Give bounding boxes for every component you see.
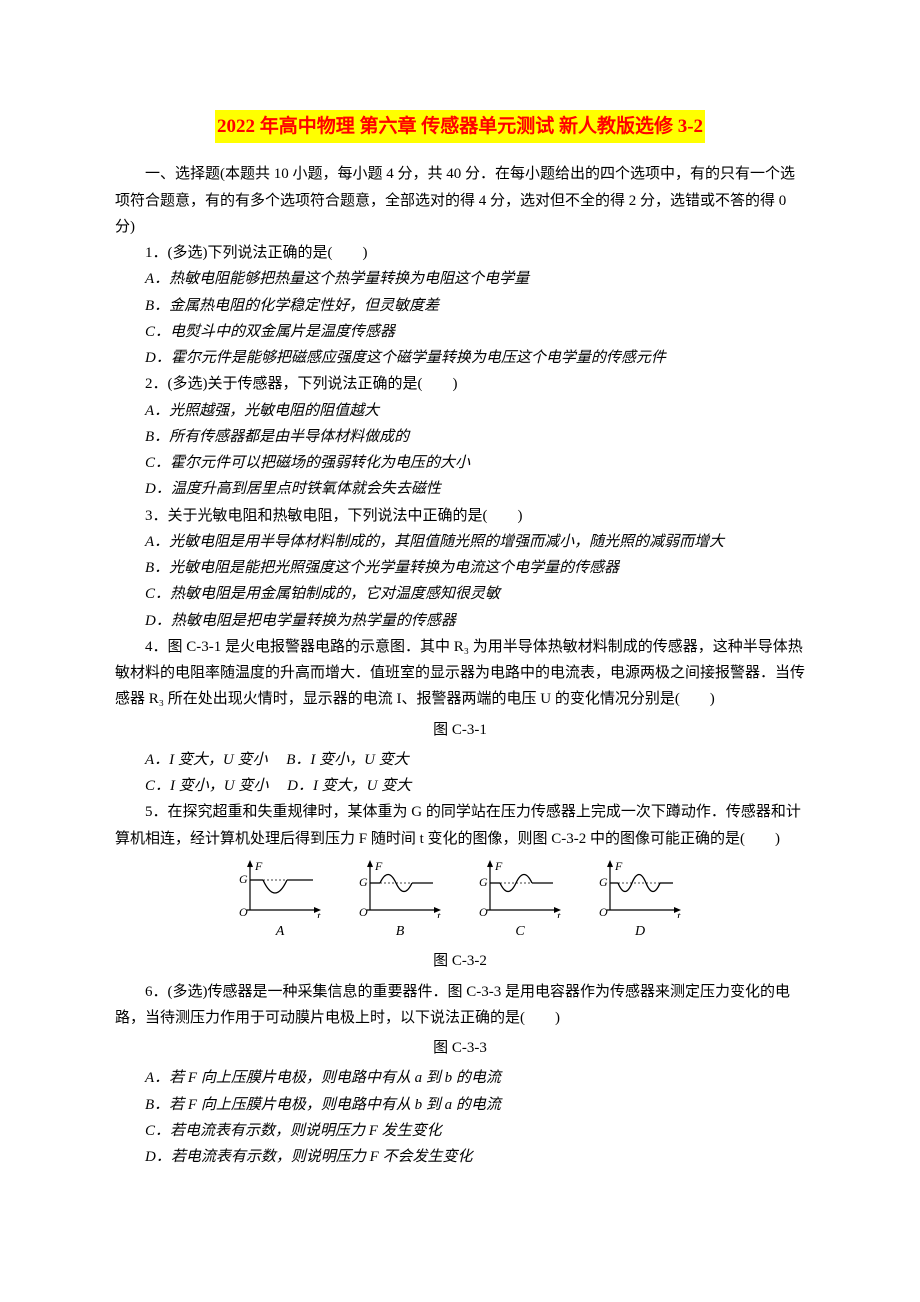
section-intro: 一、选择题(本题共 10 小题，每小题 4 分，共 40 分．在每小题给出的四个… <box>115 161 805 240</box>
q2-opt-d: D．温度升高到居里点时铁氧体就会失去磁性 <box>115 476 805 502</box>
chart-a-svg: F t G O <box>235 858 325 918</box>
page-title: 2022 年高中物理 第六章 传感器单元测试 新人教版选修 3-2 <box>215 110 705 143</box>
q2-c: C．霍尔元件可以把磁场的强弱转化为电压的大小 <box>145 455 470 471</box>
q6-opt-d: D．若电流表有示数，则说明压力 F 不会发生变化 <box>115 1144 805 1170</box>
q1-opt-b: B．金属热电阻的化学稳定性好，但灵敏度差 <box>115 293 805 319</box>
q2-stem: 2．(多选)关于传感器，下列说法正确的是( ) <box>115 371 805 397</box>
q1-c: C．电熨斗中的双金属片是温度传感器 <box>145 324 395 340</box>
q1-b: B．金属热电阻的化学稳定性好，但灵敏度差 <box>145 298 439 314</box>
chart-d-svg: F t G O <box>595 858 685 918</box>
q6-c: C．若电流表有示数，则说明压力 F 发生变化 <box>145 1123 442 1139</box>
q6-d: D．若电流表有示数，则说明压力 F 不会发生变化 <box>145 1149 473 1165</box>
q4-a: A．I 变大，U 变小 <box>145 752 268 768</box>
q4-figure-label: 图 C-3-1 <box>115 717 805 743</box>
q6-figure-label: 图 C-3-3 <box>115 1035 805 1061</box>
svg-text:t: t <box>317 909 321 918</box>
q6-fig-text: 图 C-3-3 <box>433 1040 487 1056</box>
q2-a: A．光照越强，光敏电阻的阻值越大 <box>145 403 379 419</box>
q5-chart-b: F t G O B <box>355 858 445 945</box>
q3-opt-d: D．热敏电阻是把电学量转换为热学量的传感器 <box>115 608 805 634</box>
q3-d: D．热敏电阻是把电学量转换为热学量的传感器 <box>145 613 456 629</box>
q5-fig-text: 图 C-3-2 <box>433 953 487 969</box>
q5-chart-a: F t G O A <box>235 858 325 945</box>
svg-text:O: O <box>239 905 248 918</box>
q5-stem: 5．在探究超重和失重规律时，某体重为 G 的同学站在压力传感器上完成一次下蹲动作… <box>115 799 805 852</box>
q4-stem: 4．图 C-3-1 是火电报警器电路的示意图．其中 R₃ 为用半导体热敏材料制成… <box>115 634 805 713</box>
q6-opt-b: B．若 F 向上压膜片电极，则电路中有从 b 到 a 的电流 <box>115 1092 805 1118</box>
exam-page: 2022 年高中物理 第六章 传感器单元测试 新人教版选修 3-2 一、选择题(… <box>0 0 920 1302</box>
q4-c: C．I 变小，U 变小 <box>145 778 268 794</box>
q3-opt-a: A．光敏电阻是用半导体材料制成的，其阻值随光照的增强而减小，随光照的减弱而增大 <box>115 529 805 555</box>
q3-opt-c: C．热敏电阻是用金属铂制成的，它对温度感知很灵敏 <box>115 581 805 607</box>
chart-c-label: C <box>515 920 524 945</box>
chart-a-label: A <box>276 920 285 945</box>
svg-text:G: G <box>599 875 608 889</box>
q2-d: D．温度升高到居里点时铁氧体就会失去磁性 <box>145 481 441 497</box>
q1-d: D．霍尔元件是能够把磁感应强度这个磁学量转换为电压这个电学量的传感元件 <box>145 350 666 366</box>
q6-opt-c: C．若电流表有示数，则说明压力 F 发生变化 <box>115 1118 805 1144</box>
svg-text:F: F <box>494 859 503 873</box>
q3-stem: 3．关于光敏电阻和热敏电阻，下列说法中正确的是( ) <box>115 503 805 529</box>
chart-c-svg: F t G O <box>475 858 565 918</box>
q3-a: A．光敏电阻是用半导体材料制成的，其阻值随光照的增强而减小，随光照的减弱而增大 <box>145 534 724 550</box>
q4-d: D．I 变大，U 变大 <box>287 778 411 794</box>
chart-d-label: D <box>635 920 645 945</box>
q3-c: C．热敏电阻是用金属铂制成的，它对温度感知很灵敏 <box>145 586 500 602</box>
q5-figure-label: 图 C-3-2 <box>115 948 805 974</box>
q5-chart-c: F t G O C <box>475 858 565 945</box>
q6-a: A．若 F 向上压膜片电极，则电路中有从 a 到 b 的电流 <box>145 1070 501 1086</box>
q1-a: A．热敏电阻能够把热量这个热学量转换为电阻这个电学量 <box>145 271 529 287</box>
q6-b: B．若 F 向上压膜片电极，则电路中有从 b 到 a 的电流 <box>145 1097 501 1113</box>
q6-stem: 6．(多选)传感器是一种采集信息的重要器件．图 C-3-3 是用电容器作为传感器… <box>115 979 805 1032</box>
svg-text:G: G <box>359 875 368 889</box>
svg-text:F: F <box>254 859 263 873</box>
q2-b: B．所有传感器都是由半导体材料做成的 <box>145 429 409 445</box>
q3-b: B．光敏电阻是能把光照强度这个光学量转换为电流这个电学量的传感器 <box>145 560 619 576</box>
svg-text:t: t <box>677 909 681 918</box>
svg-text:G: G <box>479 875 488 889</box>
title-wrap: 2022 年高中物理 第六章 传感器单元测试 新人教版选修 3-2 <box>115 110 805 161</box>
q4-opts-row1: A．I 变大，U 变小 B．I 变小，U 变大 <box>115 747 805 773</box>
q1-opt-d: D．霍尔元件是能够把磁感应强度这个磁学量转换为电压这个电学量的传感元件 <box>115 345 805 371</box>
svg-text:O: O <box>599 905 608 918</box>
svg-text:t: t <box>437 909 441 918</box>
svg-text:t: t <box>557 909 561 918</box>
q2-opt-c: C．霍尔元件可以把磁场的强弱转化为电压的大小 <box>115 450 805 476</box>
svg-text:O: O <box>479 905 488 918</box>
q1-opt-a: A．热敏电阻能够把热量这个热学量转换为电阻这个电学量 <box>115 266 805 292</box>
q5-charts: F t G O A F t G O <box>115 858 805 945</box>
q4-b: B．I 变小，U 变大 <box>286 752 409 768</box>
q5-chart-d: F t G O D <box>595 858 685 945</box>
svg-text:G: G <box>239 872 248 886</box>
q3-opt-b: B．光敏电阻是能把光照强度这个光学量转换为电流这个电学量的传感器 <box>115 555 805 581</box>
svg-text:O: O <box>359 905 368 918</box>
q1-opt-c: C．电熨斗中的双金属片是温度传感器 <box>115 319 805 345</box>
q4-opts-row2: C．I 变小，U 变小 D．I 变大，U 变大 <box>115 773 805 799</box>
q2-opt-a: A．光照越强，光敏电阻的阻值越大 <box>115 398 805 424</box>
q4-fig-text: 图 C-3-1 <box>433 722 487 738</box>
q1-stem: 1．(多选)下列说法正确的是( ) <box>115 240 805 266</box>
svg-text:F: F <box>374 859 383 873</box>
q2-opt-b: B．所有传感器都是由半导体材料做成的 <box>115 424 805 450</box>
q6-opt-a: A．若 F 向上压膜片电极，则电路中有从 a 到 b 的电流 <box>115 1065 805 1091</box>
chart-b-label: B <box>396 920 405 945</box>
svg-text:F: F <box>614 859 623 873</box>
chart-b-svg: F t G O <box>355 858 445 918</box>
